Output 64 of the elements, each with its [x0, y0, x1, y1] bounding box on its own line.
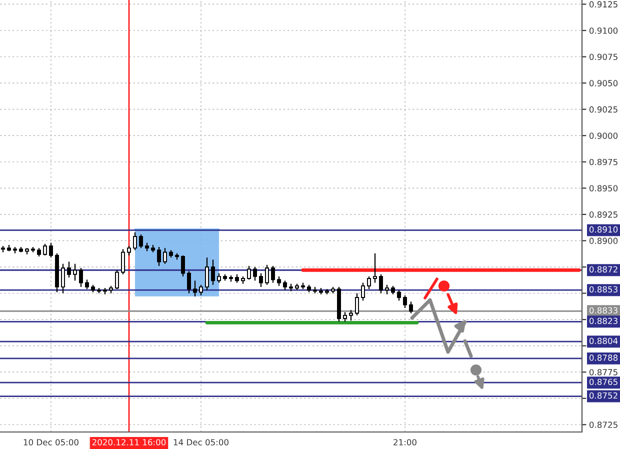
ref-line-label: 0.8804	[589, 338, 618, 344]
y-tick-label: 0.8725	[589, 422, 618, 428]
candlestick	[205, 256, 209, 291]
y-tick-label: 0.9025	[589, 106, 618, 113]
candlestick	[217, 272, 221, 284]
y-tick-label: 0.9050	[589, 80, 618, 86]
x-tick-label: 10 Dec 05:00	[24, 439, 78, 446]
ref-line-label: 0.8823	[589, 318, 618, 324]
candlestick	[121, 248, 125, 275]
candlestick	[253, 266, 257, 282]
candlestick	[127, 245, 131, 256]
candlestick	[133, 232, 137, 251]
y-tick-label: 0.8950	[589, 185, 618, 192]
candlestick	[181, 254, 185, 277]
candlestick	[43, 243, 47, 256]
candlestick	[265, 264, 269, 286]
ref-line-label: 0.8910	[589, 226, 618, 233]
ref-line-label: 0.8872	[589, 266, 618, 273]
y-tick-label: 0.9100	[589, 27, 618, 34]
candlestick	[379, 274, 383, 294]
candlestick	[85, 279, 89, 290]
candlestick	[199, 284, 203, 296]
candlestick	[61, 263, 65, 294]
candlestick	[157, 246, 161, 266]
candlestick	[163, 248, 167, 264]
candlestick	[343, 312, 347, 322]
x-tick-label: 21:00	[394, 439, 416, 446]
candlestick	[385, 284, 389, 295]
y-tick-label: 0.9125	[589, 1, 618, 8]
candlestick	[67, 261, 71, 278]
y-tick-label: 0.9000	[589, 132, 618, 139]
candlestick	[193, 280, 197, 297]
candlestick	[349, 310, 353, 322]
candlestick	[403, 294, 407, 309]
candlestick	[79, 267, 83, 288]
ref-line-label: 0.8788	[589, 354, 618, 361]
candlestick	[373, 252, 377, 284]
ref-line-label: 0.8752	[589, 392, 618, 399]
candlestick	[139, 234, 143, 249]
candlestick	[277, 276, 281, 286]
candlestick	[283, 280, 287, 291]
ref-line-label: 0.8833	[589, 307, 618, 314]
candlestick	[409, 301, 413, 314]
y-tick-label: 0.9075	[589, 54, 618, 60]
candlestick	[367, 276, 371, 290]
candlestick	[397, 290, 401, 302]
x-tick-label: 14 Dec 05:00	[174, 439, 228, 446]
candlestick	[247, 265, 251, 280]
y-tick-label: 0.8775	[589, 369, 618, 376]
candlestick	[211, 259, 215, 286]
candlestick	[49, 242, 53, 258]
y-tick-label: 0.8900	[589, 238, 618, 244]
candlestick	[115, 270, 119, 290]
candlestick	[355, 292, 359, 316]
candlestick	[259, 272, 263, 288]
ref-line-label: 0.8765	[589, 378, 618, 386]
y-tick-label: 0.8925	[589, 211, 618, 218]
candlestick	[271, 265, 275, 284]
x-tick-label: 2020.12.11 16:00	[92, 439, 166, 446]
candlestick	[73, 263, 77, 282]
ref-line-label: 0.8853	[589, 286, 618, 293]
candlestick	[361, 282, 365, 302]
candlestick	[187, 270, 191, 294]
y-tick-label: 0.8975	[589, 158, 618, 166]
